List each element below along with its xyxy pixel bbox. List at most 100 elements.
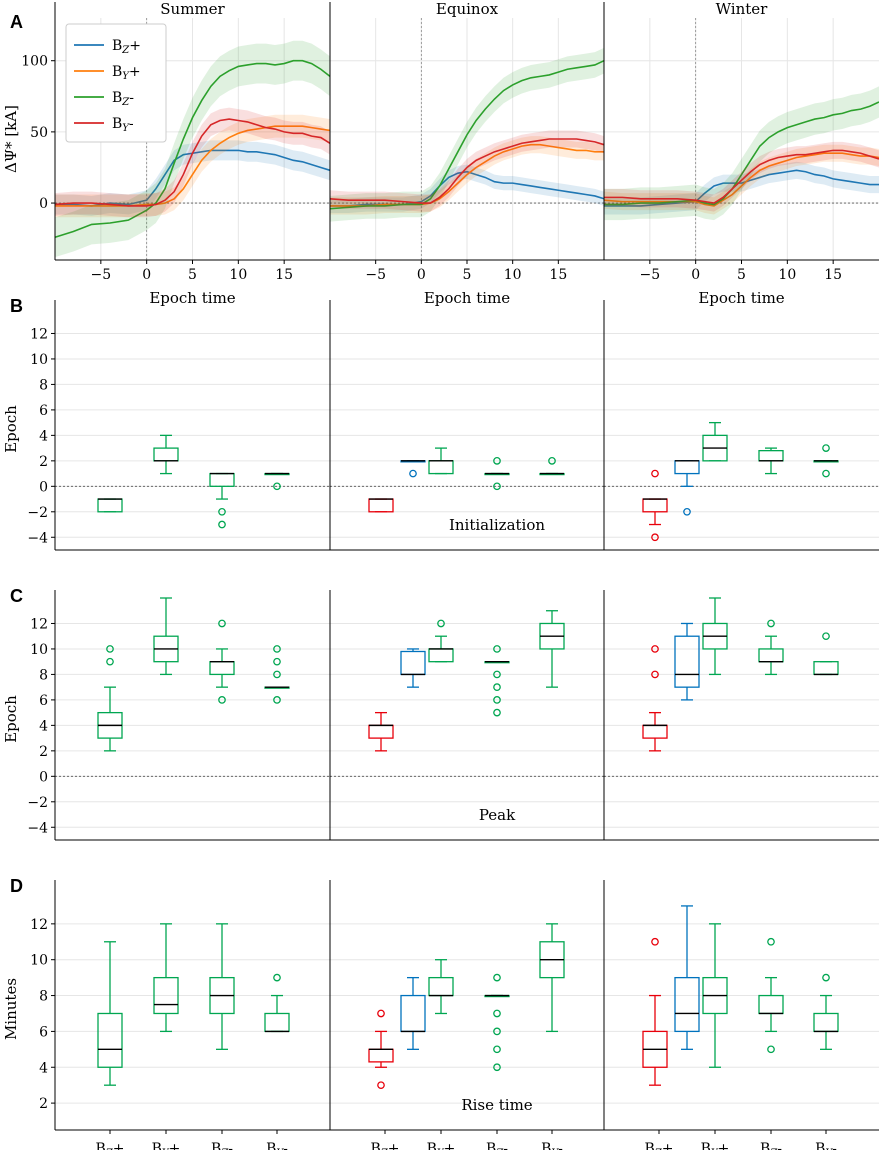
legend-label-BYminus: BY- xyxy=(112,116,134,134)
x-tick-label: 5 xyxy=(463,267,472,283)
x-tick-label: 10 xyxy=(229,267,247,283)
boxplot-BYminus xyxy=(539,456,565,476)
boxplot-BYminus xyxy=(813,444,839,478)
x-tick-label: 0 xyxy=(691,267,700,283)
y-tick-label: −2 xyxy=(27,505,48,521)
boxplot-BZplus xyxy=(368,711,394,752)
boxplot-BYplus xyxy=(428,619,454,663)
box xyxy=(813,1012,839,1033)
x-tick-label-category: BZ- xyxy=(760,1141,782,1150)
subplot-b-winter xyxy=(603,300,879,551)
y-tick-label: 0 xyxy=(39,479,48,495)
y-tick-label: 4 xyxy=(39,1060,48,1076)
x-tick-label: −5 xyxy=(91,267,112,283)
boxplot-BYminus xyxy=(813,632,839,676)
boxplot-BZplus xyxy=(97,941,123,1086)
subplot-d-winter: BZ+ BY+ BZ- BY- xyxy=(603,880,879,1150)
outlier-point xyxy=(493,973,501,982)
subplot-a-winter: −5 0 5 10 15 Epoch time Winter xyxy=(603,0,879,307)
panel-annotation: Peak xyxy=(479,806,516,824)
x-tick-label-category: BZ- xyxy=(486,1141,508,1150)
outlier-point xyxy=(218,507,226,516)
boxplot-BZplus xyxy=(642,469,668,542)
legend-label-BYplus: BY+ xyxy=(112,64,141,82)
outlier-point xyxy=(493,1027,501,1036)
boxplot-BYminus xyxy=(539,923,565,1033)
outlier-point xyxy=(218,520,226,529)
y-tick-label: 6 xyxy=(39,403,48,419)
subplot-c-equinox: Peak xyxy=(329,590,604,841)
y-tick-label: 12 xyxy=(30,917,48,933)
band-BYminus xyxy=(330,130,604,212)
x-tick-label: 10 xyxy=(504,267,522,283)
outlier-point xyxy=(822,973,830,982)
box xyxy=(209,661,235,676)
boxplot-BYplus xyxy=(153,434,179,475)
boxplot-BYplus xyxy=(702,923,728,1068)
box xyxy=(428,460,454,475)
x-tick-label-category: BY+ xyxy=(427,1141,456,1150)
x-tick-label-category: BY- xyxy=(541,1141,563,1150)
box xyxy=(368,1048,394,1063)
outlier-point xyxy=(273,696,281,704)
panel-d: D Minutes 2 4 6 8 10 12 BZ+ BY+ BZ- BY- Rise time BZ+… xyxy=(2,876,879,1150)
panel-annotation: Rise time xyxy=(461,1096,532,1114)
box xyxy=(264,1012,290,1033)
boxplot-BYplus xyxy=(153,597,179,676)
box xyxy=(368,724,394,739)
x-tick-label-category: BZ- xyxy=(211,1141,233,1150)
outlier-point xyxy=(493,670,501,679)
band-BYplus xyxy=(55,114,330,218)
y-tick-label: 8 xyxy=(39,667,48,683)
boxplot-BZminus xyxy=(209,472,235,529)
boxplot-BZplus2 xyxy=(674,622,700,701)
y-axis-title-b: Epoch xyxy=(2,405,20,453)
y-tick-label: 50 xyxy=(30,125,48,141)
x-tick-label-category: BY+ xyxy=(701,1141,730,1150)
subplot-a-equinox: −5 0 5 10 15 Epoch time Equinox xyxy=(329,0,605,307)
y-axis-title-c: Epoch xyxy=(2,695,20,743)
x-tick-label-category: BZ+ xyxy=(96,1141,125,1150)
outlier-point xyxy=(273,482,281,491)
box xyxy=(758,648,784,663)
box xyxy=(97,1012,123,1068)
y-tick-label: 10 xyxy=(30,953,48,969)
boxplot-BZminus xyxy=(484,645,510,717)
boxplot-BZplus2 xyxy=(400,460,426,478)
x-tick-label-category: BY+ xyxy=(152,1141,181,1150)
boxplot-BZplus xyxy=(368,1009,394,1090)
outlier-point xyxy=(822,632,830,641)
y-tick-label: −2 xyxy=(27,795,48,811)
series-line-BZplus xyxy=(55,149,331,207)
boxplot-BZplus xyxy=(642,645,668,752)
box xyxy=(400,994,426,1033)
panel-letter-d: D xyxy=(10,876,23,896)
x-axis-title-a: Epoch time xyxy=(424,289,510,307)
outlier-point xyxy=(493,683,501,692)
outlier-point xyxy=(493,1045,501,1054)
boxplot-BZplus2 xyxy=(674,460,700,516)
outlier-point xyxy=(493,456,501,465)
series-line-BYminus xyxy=(604,149,879,204)
x-tick-label-category: BZ+ xyxy=(371,1141,400,1150)
box xyxy=(758,450,784,462)
outlier-point xyxy=(377,1081,385,1090)
boxplot-BZplus2 xyxy=(674,905,700,1050)
y-tick-label: −4 xyxy=(27,530,48,546)
outlier-point xyxy=(767,937,775,946)
outlier-point xyxy=(273,657,281,666)
outlier-point xyxy=(683,507,691,516)
y-tick-label: 0 xyxy=(39,196,48,212)
boxplot-BZplus xyxy=(97,645,123,752)
boxplot-BZplus xyxy=(642,937,668,1086)
band-BZminus xyxy=(55,40,330,258)
boxplot-BYplus xyxy=(153,923,179,1033)
y-tick-label: 2 xyxy=(39,744,48,760)
column-title: Winter xyxy=(716,0,769,18)
y-tick-label: 100 xyxy=(21,54,48,70)
column-title: Summer xyxy=(160,0,225,18)
box xyxy=(642,724,668,739)
boxplot-BZminus xyxy=(758,447,784,475)
x-tick-label: 0 xyxy=(142,267,151,283)
